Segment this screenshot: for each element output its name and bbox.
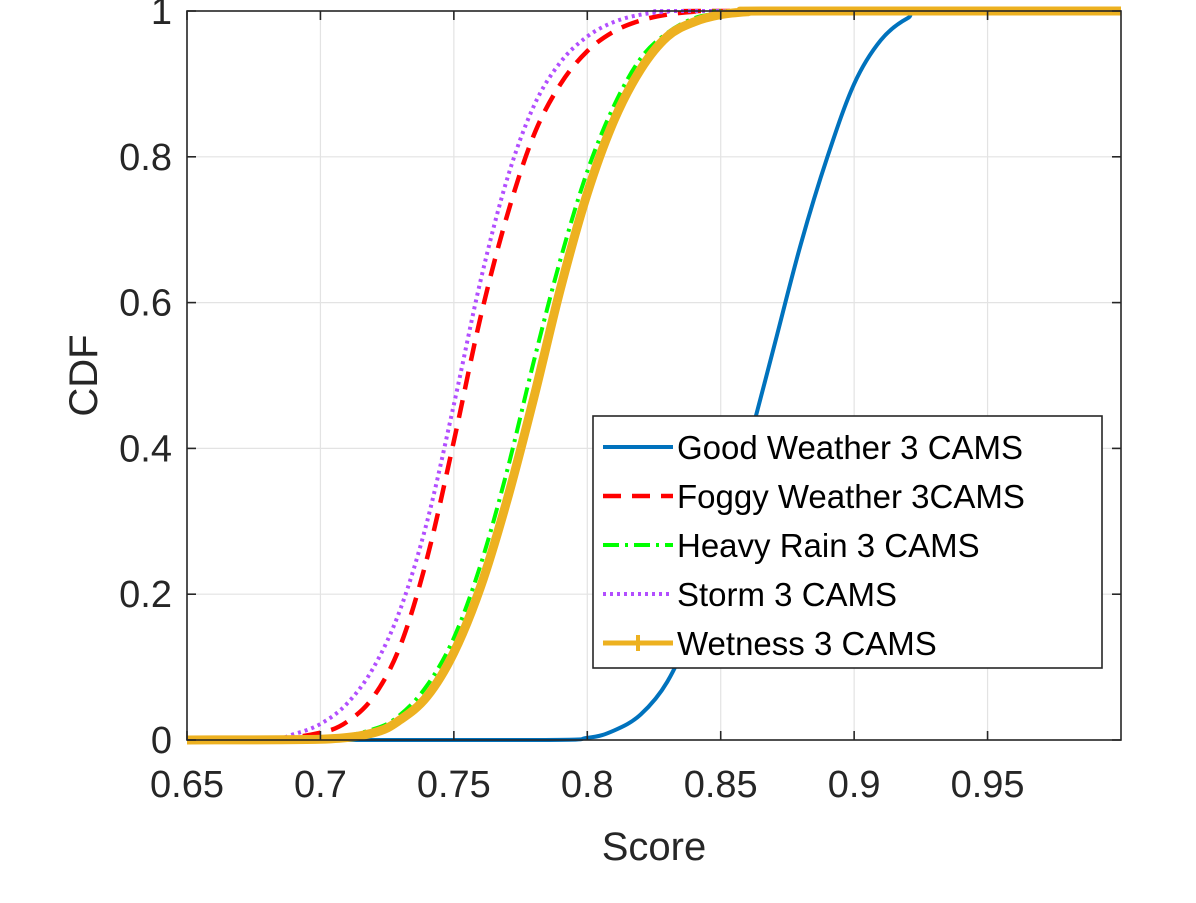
y-axis-label: CDF <box>62 334 106 416</box>
x-tick-label-1: 0.7 <box>294 764 347 806</box>
y-tick-label-1: 0.2 <box>119 574 172 616</box>
x-axis-label: Score <box>602 825 707 869</box>
y-tick-label-0: 0 <box>151 720 172 762</box>
legend: Good Weather 3 CAMS Foggy Weather 3CAMS He… <box>592 415 1103 669</box>
x-tick-label-6: 0.95 <box>951 764 1025 806</box>
x-tick-label-2: 0.75 <box>417 764 491 806</box>
x-tick-label-0: 0.65 <box>150 764 224 806</box>
legend-label-1: Foggy Weather 3CAMS <box>677 478 1025 515</box>
legend-label-3: Storm 3 CAMS <box>677 576 897 613</box>
legend-label-4: Wetness 3 CAMS <box>677 625 937 662</box>
legend-box <box>592 415 1103 669</box>
legend-label-2: Heavy Rain 3 CAMS <box>677 527 980 564</box>
x-tick-label-5: 0.9 <box>828 764 881 806</box>
x-tick-label-4: 0.85 <box>684 764 758 806</box>
x-tick-label-3: 0.8 <box>561 764 614 806</box>
legend-marker-4 <box>630 635 646 651</box>
y-tick-label-2: 0.4 <box>119 428 172 470</box>
ticks: 0.65 0.7 0.75 0.8 0.85 0.9 0.95 0 0.2 0.4 0.6 0.8 1 <box>119 0 1121 806</box>
y-tick-label-5: 1 <box>151 0 172 33</box>
y-tick-label-3: 0.6 <box>119 283 172 325</box>
legend-label-0: Good Weather 3 CAMS <box>677 429 1023 466</box>
y-tick-label-4: 0.8 <box>119 137 172 179</box>
axes-box <box>186 10 1122 741</box>
